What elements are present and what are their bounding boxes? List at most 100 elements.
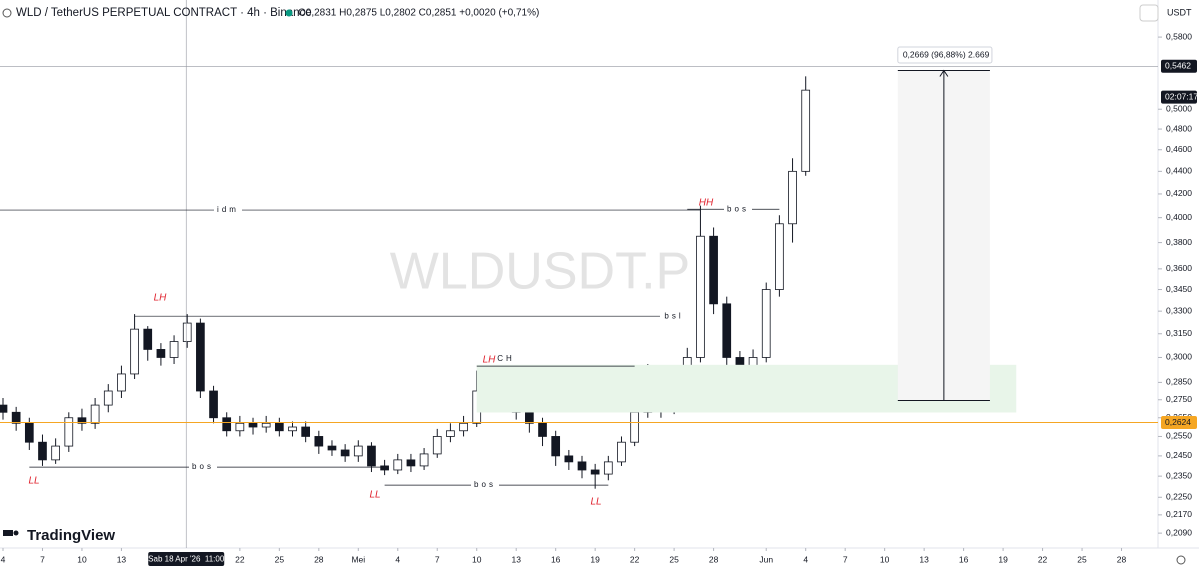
candle-body bbox=[801, 89, 811, 172]
status-dot bbox=[285, 9, 293, 17]
candle-body bbox=[156, 349, 166, 358]
candle-body bbox=[577, 461, 587, 471]
level-label-bg bbox=[660, 311, 688, 322]
candle-body bbox=[24, 422, 34, 443]
logo-mark bbox=[3, 530, 13, 536]
crosshair-date-box bbox=[148, 552, 225, 566]
x-tick-label: 16 bbox=[551, 554, 561, 564]
y-tick-label: 0,5000 bbox=[1166, 103, 1192, 113]
candle-body bbox=[314, 436, 324, 447]
candle-body bbox=[630, 411, 639, 443]
candle-body bbox=[446, 430, 455, 437]
y-tick-label: 0,5800 bbox=[1166, 31, 1192, 41]
candle-body bbox=[406, 459, 416, 467]
y-tick-label: 0,4600 bbox=[1166, 144, 1192, 154]
candle-body bbox=[169, 341, 179, 358]
y-tick-label: 0,2850 bbox=[1166, 377, 1192, 387]
candle-body bbox=[235, 422, 245, 432]
x-tick-label: 25 bbox=[1077, 554, 1087, 564]
x-tick-label: Jun bbox=[759, 554, 773, 564]
x-tick-label: 28 bbox=[709, 554, 719, 564]
y-tick-label: 0,3150 bbox=[1166, 328, 1192, 338]
crosshair-price-label: 0,5462 bbox=[1165, 61, 1191, 71]
candle-body bbox=[709, 235, 718, 305]
candle-body bbox=[288, 426, 297, 432]
currency[interactable]: USDT bbox=[1167, 7, 1192, 17]
y-tick-label: 0,2450 bbox=[1166, 450, 1192, 460]
y-tick-label: 0,2550 bbox=[1166, 431, 1192, 441]
candle-body bbox=[393, 459, 403, 471]
x-tick-label: 4 bbox=[395, 554, 400, 564]
x-tick-label: 16 bbox=[959, 554, 969, 564]
y-tick-label: 0,2350 bbox=[1166, 470, 1192, 480]
y-tick-label: 0,4400 bbox=[1166, 166, 1192, 176]
candle-body bbox=[274, 422, 284, 432]
x-tick-label: 4 bbox=[803, 554, 808, 564]
level-label-bg bbox=[189, 462, 217, 473]
measure-arrowhead bbox=[939, 69, 949, 77]
price-line-label: 0,2624 bbox=[1165, 417, 1191, 427]
candle-body bbox=[380, 465, 389, 471]
ohlc: O0,2831 H0,2875 L0,2802 C0,2851 +0,0020 … bbox=[298, 8, 539, 19]
y-tick-label: 0,4200 bbox=[1166, 188, 1192, 198]
candle-body bbox=[353, 445, 363, 457]
x-tick-label: 22 bbox=[630, 554, 640, 564]
x-tick-label: 13 bbox=[117, 554, 127, 564]
candle-body bbox=[196, 322, 205, 392]
x-tick-label: 7 bbox=[40, 554, 45, 564]
candle-body bbox=[77, 417, 87, 424]
candle-body bbox=[459, 422, 468, 432]
x-tick-label: 19 bbox=[590, 554, 600, 564]
y-tick-label: 0,2750 bbox=[1166, 394, 1192, 404]
candle-body bbox=[432, 436, 442, 455]
candle-body bbox=[551, 436, 561, 457]
x-tick-label: 4 bbox=[1, 554, 6, 564]
annotation: LL bbox=[369, 490, 380, 501]
level-label-bg bbox=[214, 205, 242, 216]
candle-body bbox=[761, 289, 771, 358]
x-tick-label: 25 bbox=[669, 554, 679, 564]
candle-body bbox=[367, 445, 376, 467]
x-tick-label: 28 bbox=[1117, 554, 1127, 564]
y-tick-label: 0,3300 bbox=[1166, 305, 1192, 315]
candle-body bbox=[248, 422, 258, 428]
level-label-bg bbox=[724, 204, 752, 215]
annotation: HH bbox=[699, 198, 714, 209]
watermark: WLDUSDT.P bbox=[390, 243, 690, 301]
x-tick-label: 28 bbox=[314, 554, 324, 564]
level-label: bos bbox=[727, 204, 749, 213]
x-tick-label: 22 bbox=[235, 554, 245, 564]
x-tick-label: 13 bbox=[919, 554, 929, 564]
candle-body bbox=[340, 449, 350, 457]
crosshair-date: Sab 18 Apr '26 11:00 bbox=[148, 555, 225, 564]
measure-label: 0,2669 (96,88%) 2.669 bbox=[903, 49, 990, 59]
candle-body bbox=[775, 223, 784, 290]
candle-body bbox=[90, 404, 100, 424]
candle-body bbox=[788, 170, 797, 225]
candle-body bbox=[696, 235, 705, 358]
candle-body bbox=[130, 328, 139, 375]
level-label: idm bbox=[217, 205, 239, 214]
candle-body bbox=[209, 390, 218, 419]
candle-body bbox=[103, 390, 113, 406]
candle-body bbox=[603, 461, 613, 475]
candle-body bbox=[419, 453, 429, 467]
candle-body bbox=[261, 422, 271, 428]
y-tick-label: 0,2090 bbox=[1166, 527, 1192, 537]
settings-icon[interactable] bbox=[1176, 555, 1186, 565]
level-label: bos bbox=[474, 480, 496, 489]
logo-text: TradingView bbox=[27, 527, 115, 544]
x-tick-label: 25 bbox=[275, 554, 285, 564]
measure-label-box bbox=[897, 46, 993, 64]
x-tick-label: 22 bbox=[1038, 554, 1048, 564]
countdown-label: 02:07:17 bbox=[1165, 91, 1198, 101]
symbol: WLD / TetherUS PERPETUAL CONTRACT · 4h ·… bbox=[16, 7, 312, 19]
candle-body bbox=[525, 411, 534, 424]
countdown-label-box bbox=[1161, 90, 1197, 104]
level-label: bsl bbox=[664, 311, 683, 320]
icon-button[interactable] bbox=[1139, 4, 1159, 22]
x-tick-label: 10 bbox=[77, 554, 87, 564]
x-tick-label: 10 bbox=[472, 554, 482, 564]
candle-body bbox=[327, 445, 337, 451]
